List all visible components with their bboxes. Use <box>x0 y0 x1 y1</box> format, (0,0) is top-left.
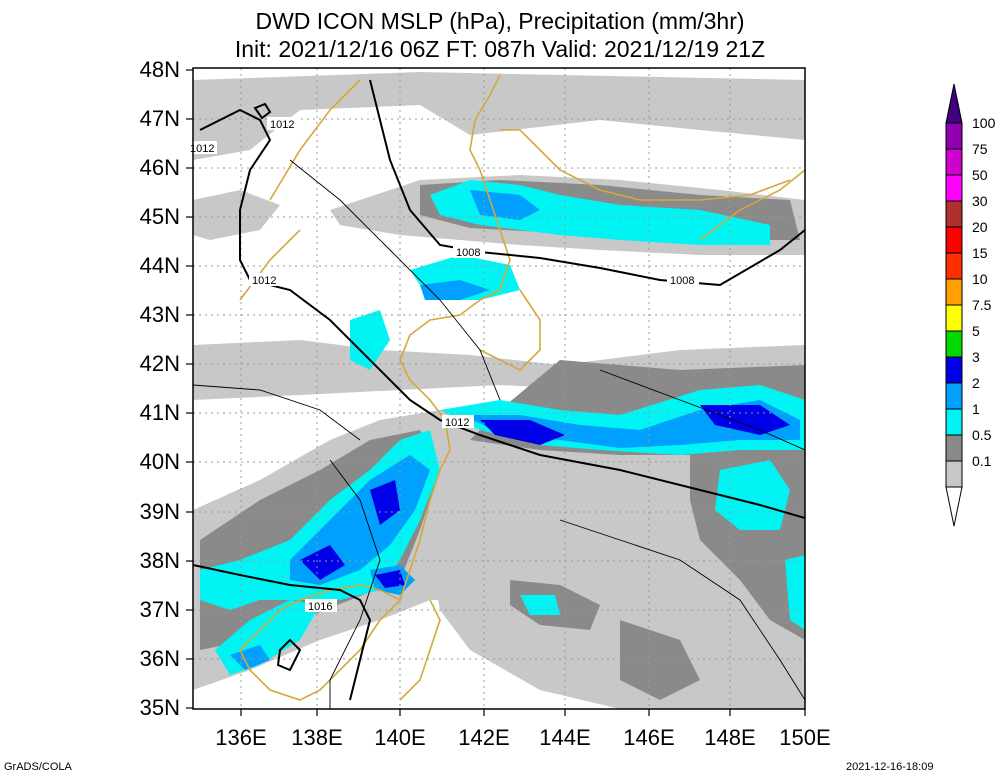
map-title: DWD ICON MSLP (hPa), Precipitation (mm/3… <box>255 8 745 34</box>
isobar-label: 1012 <box>270 119 294 131</box>
colorbar-label: 100 <box>972 115 996 131</box>
colorbar-label: 0.1 <box>972 453 992 469</box>
colorbar-bottom-triangle <box>945 486 963 527</box>
isobar-label: 1008 <box>670 275 694 287</box>
lon-label: 140E <box>374 725 426 750</box>
lon-label: 144E <box>539 725 591 750</box>
precip-3-area <box>300 545 345 580</box>
lat-label: 38N <box>139 548 180 573</box>
precip-2-area <box>470 190 540 220</box>
colorbar-label: 5 <box>972 323 980 339</box>
plot-frame <box>192 67 806 710</box>
colorbar-label: 15 <box>972 245 988 261</box>
isobar-label: 1008 <box>456 247 480 259</box>
isobar-label: 1016 <box>308 601 332 613</box>
precip-2-area <box>420 280 490 300</box>
precip-2-area <box>230 645 270 670</box>
isobars <box>193 79 805 701</box>
lon-label: 148E <box>704 725 756 750</box>
colorbar-label: 75 <box>972 141 988 157</box>
isobar-label: 1012 <box>445 417 469 429</box>
colorbar-top-triangle <box>945 83 963 124</box>
lat-label: 40N <box>139 449 180 474</box>
precip-3-area <box>480 420 565 445</box>
precip-1-area <box>785 555 805 630</box>
lat-label: 41N <box>139 400 180 425</box>
lat-label: 45N <box>139 204 180 229</box>
lat-label: 44N <box>139 253 180 278</box>
colorbar-label: 50 <box>972 167 988 183</box>
isobar-label: 1012 <box>252 275 276 287</box>
coastlines <box>239 74 805 701</box>
lon-label: 138E <box>291 725 343 750</box>
lat-label: 46N <box>139 155 180 180</box>
axis-ticks <box>186 69 806 716</box>
lat-label: 35N <box>139 695 180 720</box>
boundary-lines <box>193 159 805 709</box>
colorbar-label: 0.5 <box>972 427 992 443</box>
colorbar-label: 30 <box>972 193 988 209</box>
lat-label: 48N <box>139 57 180 82</box>
lat-label: 36N <box>139 646 180 671</box>
colorbar <box>945 83 963 527</box>
map-subtitle: Init: 2021/12/16 06Z FT: 087h Valid: 202… <box>234 36 766 62</box>
lon-label: 136E <box>215 725 267 750</box>
colorbar-label: 7.5 <box>972 297 992 313</box>
colorbar-label: 10 <box>972 271 988 287</box>
precip-3-area <box>375 570 405 588</box>
precip-1-area <box>350 310 390 370</box>
isobar-label: 1012 <box>190 143 214 155</box>
lon-label: 146E <box>623 725 675 750</box>
lon-label: 142E <box>458 725 510 750</box>
colorbar-label: 20 <box>972 219 988 235</box>
lat-label: 37N <box>139 597 180 622</box>
precipitation-field <box>193 72 805 709</box>
lat-label: 43N <box>139 302 180 327</box>
lat-label: 47N <box>139 106 180 131</box>
lat-label: 39N <box>139 499 180 524</box>
colorbar-label: 3 <box>972 349 980 365</box>
precip-0.1-area <box>193 190 280 240</box>
colorbar-label: 2 <box>972 375 980 391</box>
grid-lines <box>193 68 805 709</box>
colorbar-label: 1 <box>972 401 980 417</box>
lat-label: 42N <box>139 351 180 376</box>
precip-0.5-area <box>620 620 700 700</box>
lon-label: 150E <box>779 725 831 750</box>
footer-timestamp: 2021-12-16-18:09 <box>846 761 934 773</box>
footer-software: GrADS/COLA <box>4 761 72 773</box>
precip-3-area <box>370 480 400 525</box>
